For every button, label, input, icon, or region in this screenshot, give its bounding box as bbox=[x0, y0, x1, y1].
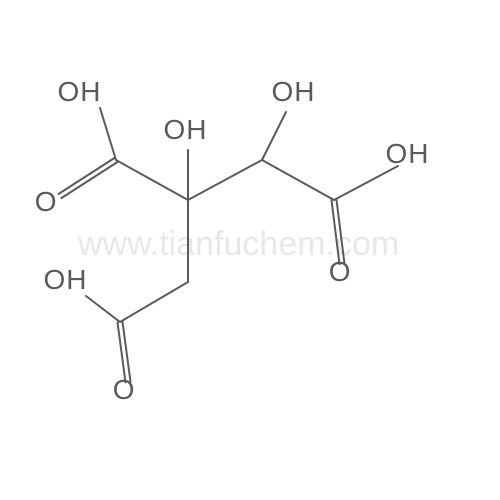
structure-canvas bbox=[0, 0, 500, 500]
atom-label: O bbox=[329, 256, 352, 288]
atom-label: OH bbox=[164, 114, 208, 146]
atom-label: OH bbox=[386, 138, 430, 170]
atom-label: O bbox=[35, 186, 58, 218]
atom-label: O bbox=[113, 374, 136, 406]
atom-label: OH bbox=[58, 76, 102, 108]
atom-label: OH bbox=[44, 264, 88, 296]
atom-label: OH bbox=[272, 76, 316, 108]
